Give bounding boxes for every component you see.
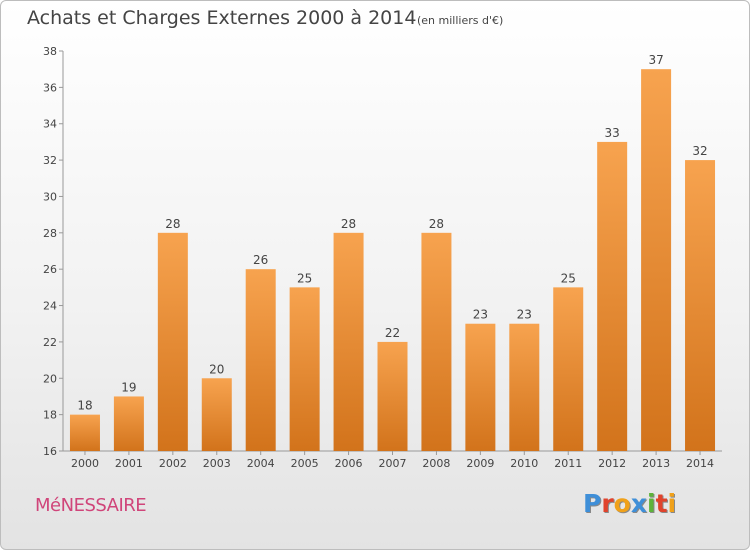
data-label-2000: 18 — [77, 399, 92, 413]
y-tick-label: 34 — [43, 118, 57, 131]
data-label-2010: 23 — [517, 308, 532, 322]
y-tick-label: 28 — [43, 227, 57, 240]
x-tick-label-2002: 2002 — [159, 457, 187, 470]
bar-2014 — [685, 160, 716, 451]
brand-letter: i — [667, 489, 677, 518]
bar-2007 — [377, 341, 408, 451]
x-tick-label-2011: 2011 — [554, 457, 582, 470]
commune-name: MéNESSAIRE — [35, 495, 147, 516]
bar-2002 — [157, 232, 188, 451]
x-tick-label-2014: 2014 — [686, 457, 714, 470]
brand-letter: t — [655, 489, 668, 518]
x-tick-label-2006: 2006 — [335, 457, 363, 470]
data-label-2006: 28 — [341, 217, 356, 231]
data-label-2007: 22 — [385, 326, 400, 340]
bar-2005 — [289, 287, 320, 451]
x-tick-label-2008: 2008 — [422, 457, 450, 470]
chart-title: Achats et Charges Externes 2000 à 2014 — [27, 7, 417, 29]
bar-2004 — [245, 269, 276, 451]
x-tick-label-2004: 2004 — [247, 457, 275, 470]
bar-2001 — [113, 396, 144, 451]
brand-letter: i — [647, 489, 656, 518]
data-label-2011: 25 — [561, 271, 576, 285]
data-label-2008: 28 — [429, 217, 444, 231]
bar-2009 — [465, 323, 496, 451]
data-label-2002: 28 — [165, 217, 180, 231]
labels-group: 18 19 28 20 26 25 28 22 28 23 23 25 33 37 32 — [77, 53, 707, 412]
data-label-2005: 25 — [297, 271, 312, 285]
y-tick-label: 18 — [43, 409, 57, 422]
x-tick-label-2001: 2001 — [115, 457, 143, 470]
bar-2012 — [597, 141, 628, 451]
brand-letter: P — [583, 489, 602, 518]
y-tick-label: 26 — [43, 263, 57, 276]
y-tick-label: 32 — [43, 154, 57, 167]
y-tick-label: 38 — [43, 45, 57, 58]
data-label-2014: 32 — [692, 144, 707, 158]
y-tick-label: 22 — [43, 336, 57, 349]
y-tick-label: 24 — [43, 300, 57, 313]
x-tick-label-2012: 2012 — [598, 457, 626, 470]
bar-2006 — [333, 232, 364, 451]
x-tick-label-2003: 2003 — [203, 457, 231, 470]
bar-2003 — [201, 378, 232, 451]
data-label-2003: 20 — [209, 362, 224, 376]
data-label-2004: 26 — [253, 253, 268, 267]
chart-subtitle: (en milliers d'€) — [417, 14, 504, 27]
y-tick-label: 20 — [43, 372, 57, 385]
x-tick-label-2007: 2007 — [379, 457, 407, 470]
data-label-2009: 23 — [473, 308, 488, 322]
x-tick-label-2009: 2009 — [466, 457, 494, 470]
brand-letter: r — [601, 489, 614, 518]
x-tick-label-2000: 2000 — [71, 457, 99, 470]
data-label-2012: 33 — [605, 126, 620, 140]
bars-group — [69, 69, 716, 451]
y-tick-label: 36 — [43, 81, 57, 94]
data-label-2013: 37 — [648, 53, 663, 67]
bar-2013 — [641, 69, 672, 451]
x-tick-label-2010: 2010 — [510, 457, 538, 470]
x-tick-label-2013: 2013 — [642, 457, 670, 470]
brand-letter: x — [630, 489, 647, 518]
data-label-2001: 19 — [121, 380, 136, 394]
brand-logo: Proxiti — [583, 489, 676, 518]
bar-2011 — [553, 287, 584, 451]
brand-letter: o — [613, 489, 631, 518]
y-tick-label: 16 — [43, 445, 57, 458]
y-tick-label: 30 — [43, 190, 57, 203]
x-tick-label-2005: 2005 — [291, 457, 319, 470]
bar-2008 — [421, 232, 452, 451]
bar-2010 — [509, 323, 540, 451]
bar-2000 — [69, 414, 100, 451]
